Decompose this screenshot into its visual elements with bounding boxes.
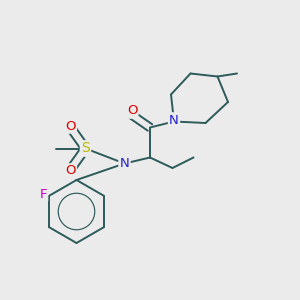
Text: N: N	[169, 113, 179, 127]
Text: O: O	[127, 104, 137, 118]
Text: F: F	[40, 188, 47, 201]
Text: O: O	[65, 119, 76, 133]
Text: S: S	[81, 142, 90, 155]
Text: O: O	[65, 164, 76, 178]
Text: N: N	[120, 157, 129, 170]
